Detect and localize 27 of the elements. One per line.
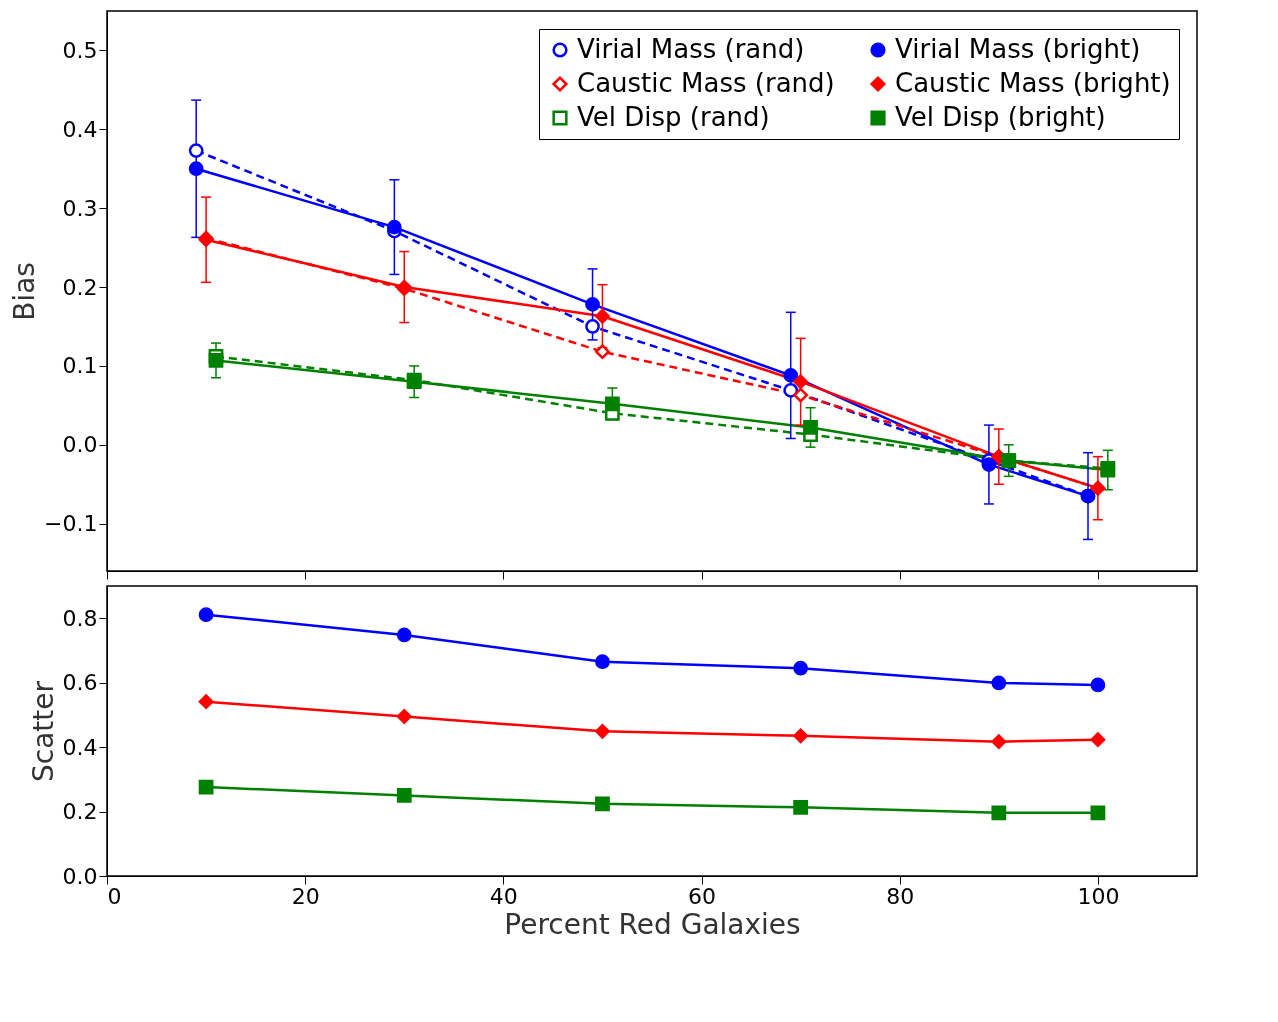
x-tick-label: 40 — [489, 883, 518, 909]
x-tick-label: 80 — [886, 883, 915, 909]
x-tick-label: 20 — [291, 883, 320, 909]
text: 0.0 — [62, 432, 98, 458]
legend-label: Virial Mass (bright) — [895, 34, 1141, 64]
legend-label: Vel Disp (bright) — [895, 102, 1106, 132]
x-tick-label: 100 — [1077, 883, 1120, 909]
legend-label: Virial Mass (rand) — [577, 34, 805, 64]
y-tick-label: 0.4 — [62, 116, 98, 142]
y-tick-label: 0.2 — [62, 274, 98, 300]
y-tick-label: 0.4 — [62, 734, 98, 760]
y-tick-label: −0.1 — [44, 511, 98, 537]
y-axis-title: Scatter — [26, 680, 60, 783]
y-tick-label: 0.1 — [62, 353, 98, 379]
legend-label: Vel Disp (rand) — [577, 102, 770, 132]
y-tick-label: 0.6 — [62, 670, 98, 696]
x-tick-label: 60 — [688, 883, 717, 909]
text: 0.0 — [62, 863, 98, 889]
y-tick-label: 0.5 — [62, 37, 98, 63]
x-axis-title: Percent Red Galaxies — [504, 907, 801, 941]
x-tick-label: 0 — [107, 883, 122, 909]
legend-label: Caustic Mass (bright) — [895, 68, 1171, 98]
y-tick-label: 0.2 — [62, 799, 98, 825]
legend-label: Caustic Mass (rand) — [577, 68, 835, 98]
y-axis-title: Bias — [8, 262, 42, 321]
y-tick-label: 0.8 — [62, 605, 98, 631]
y-tick-label: 0.3 — [62, 195, 98, 221]
